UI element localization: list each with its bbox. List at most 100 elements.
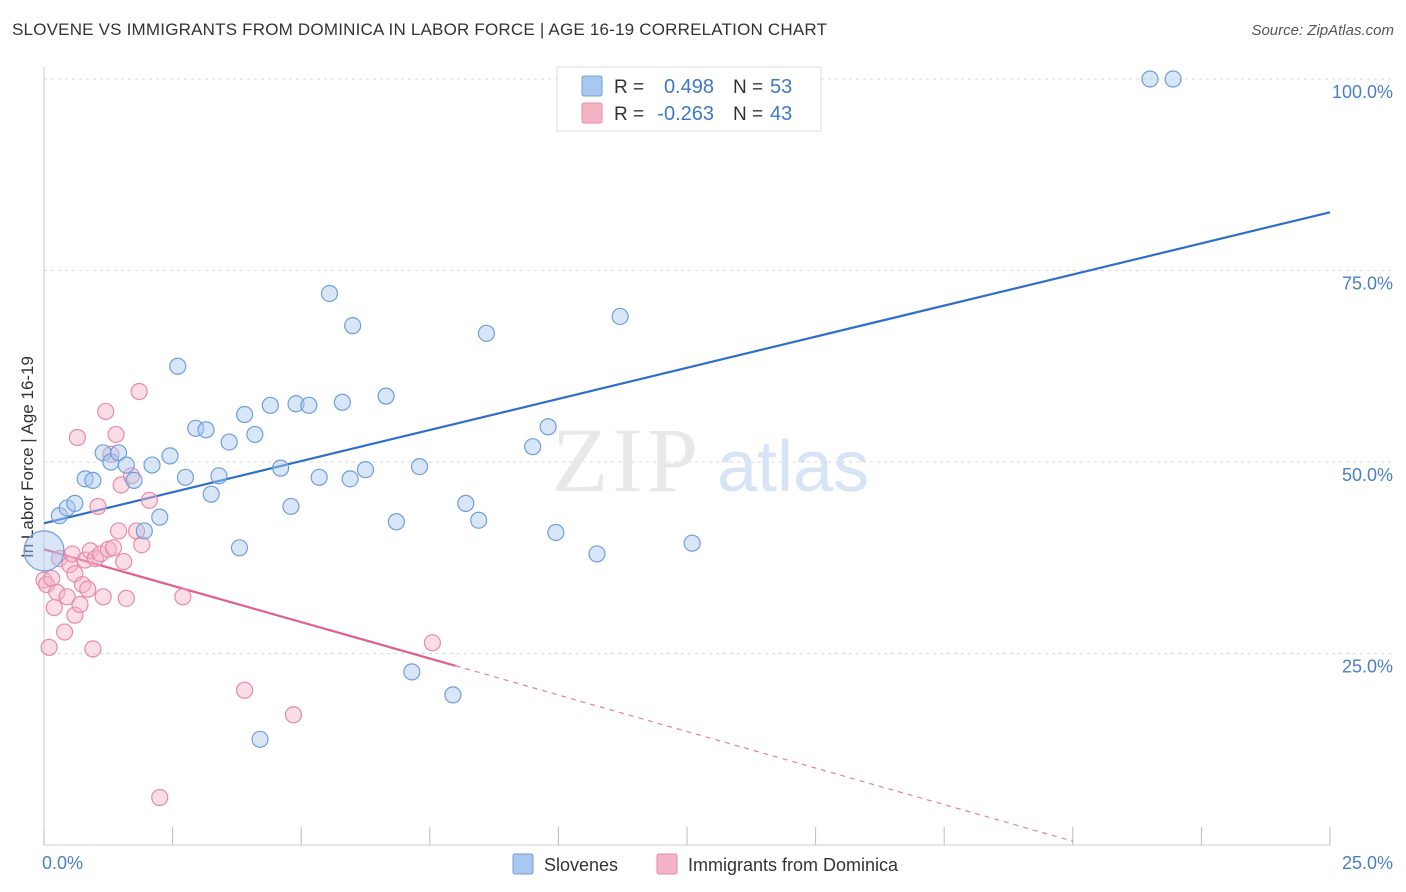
point-dominica <box>174 588 192 606</box>
y-tick-label: 50.0% <box>1342 465 1393 485</box>
point-slovenes <box>683 534 701 552</box>
legend: Slovenes Immigrants from Dominica <box>512 853 899 875</box>
point-slovenes <box>125 471 143 489</box>
trend-line-dominica-extension <box>455 665 1073 842</box>
legend-swatch-slovenes <box>512 853 534 875</box>
point-slovenes <box>161 447 179 465</box>
point-dominica <box>109 522 128 540</box>
point-slovenes <box>117 456 135 474</box>
gridlines <box>44 78 1393 654</box>
point-slovenes <box>220 433 238 451</box>
point-slovenes <box>524 438 542 456</box>
point-slovenes <box>300 396 318 414</box>
point-slovenes <box>143 456 161 474</box>
stats-n-value-pink: 43 <box>770 103 792 125</box>
point-slovenes <box>320 284 339 303</box>
legend-swatch-dominica <box>656 853 678 875</box>
point-dominica <box>40 638 58 656</box>
chart-title: SLOVENE VS IMMIGRANTS FROM DOMINICA IN L… <box>12 20 828 39</box>
point-slovenes <box>470 511 488 529</box>
point-slovenes <box>377 387 395 405</box>
point-dominica <box>117 589 135 607</box>
point-dominica <box>48 583 66 601</box>
point-slovenes <box>403 663 421 681</box>
point-dominica <box>284 706 303 724</box>
stats-swatch-blue <box>581 75 603 97</box>
point-slovenes <box>135 522 153 540</box>
data-points <box>23 70 1182 807</box>
y-tick-label: 25.0% <box>1342 657 1393 677</box>
point-slovenes <box>169 357 187 375</box>
point-dominica <box>107 425 125 444</box>
point-dominica <box>45 598 63 617</box>
point-slovenes <box>151 508 169 526</box>
stats-r-label-blue: R = <box>614 77 644 98</box>
y-tick-label: 75.0% <box>1342 274 1393 294</box>
point-slovenes <box>539 418 557 436</box>
point-slovenes <box>333 393 351 411</box>
point-slovenes <box>202 485 220 503</box>
point-slovenes <box>477 324 495 342</box>
x-tick-label-min: 0.0% <box>42 853 83 873</box>
point-slovenes <box>356 461 375 479</box>
point-dominica <box>68 428 87 447</box>
stats-box: R = 0.498 N = 53 R = -0.263 N = 43 <box>556 66 822 132</box>
source-label: Source: ZipAtlas.com <box>1251 22 1394 39</box>
stats-n-label-blue: N = <box>733 77 763 98</box>
point-slovenes <box>282 497 300 516</box>
point-dominica <box>122 467 141 485</box>
point-slovenes <box>410 457 429 476</box>
point-dominica <box>94 588 112 606</box>
watermark: ZIP atlas <box>552 409 869 511</box>
point-slovenes <box>457 494 475 512</box>
trend-line-slovenes <box>43 211 1331 525</box>
point-slovenes <box>236 405 254 424</box>
point-slovenes <box>23 530 65 572</box>
point-dominica <box>97 402 115 421</box>
point-dominica <box>130 382 148 401</box>
trend-lines <box>43 211 1331 842</box>
watermark-zip: ZIP <box>552 409 702 511</box>
point-slovenes <box>611 307 629 326</box>
point-slovenes <box>341 470 359 488</box>
point-slovenes <box>344 317 362 335</box>
point-dominica <box>84 640 102 658</box>
point-dominica <box>86 549 105 568</box>
point-dominica <box>58 588 76 606</box>
y-tick-labels: 25.0% 50.0% 75.0% 100.0% <box>1332 82 1393 677</box>
point-slovenes <box>246 425 264 444</box>
point-slovenes <box>251 730 269 748</box>
point-dominica <box>115 552 133 571</box>
y-axis-title: In Labor Force | Age 16-19 <box>18 356 37 558</box>
point-dominica <box>73 575 92 594</box>
point-slovenes <box>547 523 565 542</box>
point-dominica <box>89 497 107 516</box>
point-slovenes <box>176 468 195 486</box>
point-dominica <box>79 580 97 598</box>
point-slovenes <box>66 494 84 512</box>
stats-n-value-blue: 53 <box>770 76 792 98</box>
axes <box>43 67 1331 846</box>
point-slovenes <box>109 444 128 462</box>
point-slovenes <box>230 539 249 557</box>
trend-line-dominica <box>43 548 456 667</box>
point-dominica <box>104 539 123 557</box>
point-slovenes <box>210 467 228 485</box>
stats-swatch-pink <box>581 102 603 124</box>
point-slovenes <box>588 545 606 563</box>
legend-label-dominica: Immigrants from Dominica <box>688 855 899 875</box>
stats-n-label-pink: N = <box>733 104 763 125</box>
point-slovenes <box>287 395 305 413</box>
y-tick-label: 100.0% <box>1332 82 1393 102</box>
legend-label-slovenes: Slovenes <box>544 855 618 875</box>
stats-r-label-pink: R = <box>614 104 644 125</box>
point-slovenes <box>444 686 462 704</box>
point-slovenes <box>261 396 279 414</box>
point-dominica <box>151 788 169 807</box>
point-dominica <box>133 536 151 554</box>
point-slovenes <box>1141 70 1159 88</box>
point-dominica <box>140 491 159 509</box>
stats-r-value-blue: 0.498 <box>664 76 714 98</box>
point-slovenes <box>84 471 102 489</box>
